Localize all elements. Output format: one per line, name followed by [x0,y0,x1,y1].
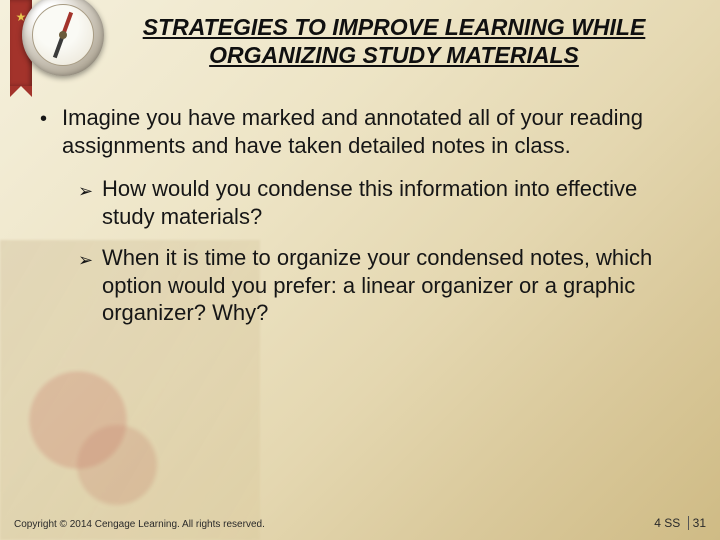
bullet-level-2: When it is time to organize your condens… [78,244,690,327]
compass-icon [22,0,104,76]
bullet-sub2-text: When it is time to organize your condens… [102,244,690,327]
slide: ★ STRATEGIES TO IMPROVE LEARNING WHILE O… [0,0,720,540]
bullet-arrow-icon [78,175,102,230]
bullet-dot-icon [40,104,62,159]
footer-page-info: 4 SS 31 [654,516,706,530]
bullet-sub1-text: How would you condense this information … [102,175,690,230]
slide-body: Imagine you have marked and annotated al… [40,104,690,341]
bullet-main-text: Imagine you have marked and annotated al… [62,104,690,159]
bullet-level-1: Imagine you have marked and annotated al… [40,104,690,159]
footer-page-number: 31 [688,516,706,530]
copyright-text: Copyright © 2014 Cengage Learning. All r… [14,519,265,530]
slide-title: STRATEGIES TO IMPROVE LEARNING WHILE ORG… [98,14,690,69]
bullet-arrow-icon [78,244,102,327]
footer-code: 4 SS [654,516,680,530]
bullet-level-2: How would you condense this information … [78,175,690,230]
compass-pin [59,31,67,39]
